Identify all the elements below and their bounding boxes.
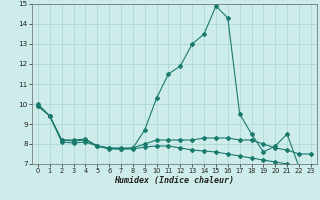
X-axis label: Humidex (Indice chaleur): Humidex (Indice chaleur) — [115, 176, 234, 185]
